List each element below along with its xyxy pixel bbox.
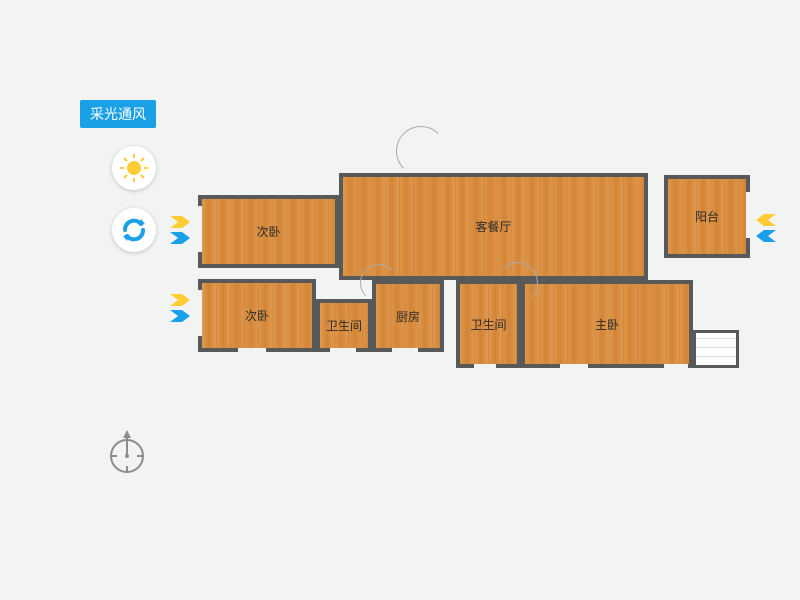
door-arc — [396, 126, 446, 176]
door-gap — [560, 364, 588, 370]
compass-icon — [107, 430, 147, 481]
door-gap — [474, 364, 496, 370]
room-label: 次卧 — [256, 223, 280, 240]
sun-button[interactable] — [112, 146, 156, 190]
arrow-yellow-icon — [170, 216, 190, 228]
room-label: 次卧 — [245, 307, 269, 324]
sun-icon — [119, 153, 149, 183]
door-gap — [330, 348, 356, 354]
room-label: 厨房 — [396, 308, 420, 325]
room-sec_bed_bot: 次卧 — [198, 279, 316, 352]
arrow-left-upper — [170, 216, 190, 244]
door-gap — [664, 364, 688, 370]
room-label: 卫生间 — [326, 317, 362, 334]
refresh-icon — [119, 215, 149, 245]
room-sec_bed_top: 次卧 — [198, 195, 339, 268]
arrow-blue-icon — [170, 310, 190, 322]
room-label: 阳台 — [695, 208, 719, 225]
door-gap — [196, 290, 202, 336]
door-gap — [746, 192, 752, 238]
tile-area — [693, 330, 739, 368]
stage: 采光通风 — [0, 0, 800, 600]
room-balcony: 阳台 — [664, 175, 750, 258]
arrow-blue-icon — [170, 232, 190, 244]
arrow-right — [756, 214, 776, 242]
door-gap — [196, 206, 202, 252]
door-arc — [496, 262, 538, 304]
room-master: 主卧 — [521, 280, 693, 368]
arrow-yellow-icon — [756, 214, 776, 226]
lighting-ventilation-tag: 采光通风 — [80, 100, 156, 128]
arrow-left-lower — [170, 294, 190, 322]
door-arc — [360, 264, 398, 302]
door-gap — [392, 348, 418, 354]
room-label: 卫生间 — [470, 316, 506, 333]
room-label: 主卧 — [595, 316, 619, 333]
room-bath1: 卫生间 — [316, 299, 372, 352]
refresh-button[interactable] — [112, 208, 156, 252]
arrow-yellow-icon — [170, 294, 190, 306]
tag-label: 采光通风 — [90, 106, 146, 122]
door-gap — [238, 348, 266, 354]
room-living: 客餐厅 — [339, 173, 648, 280]
arrow-blue-icon — [756, 230, 776, 242]
room-label: 客餐厅 — [475, 218, 511, 235]
